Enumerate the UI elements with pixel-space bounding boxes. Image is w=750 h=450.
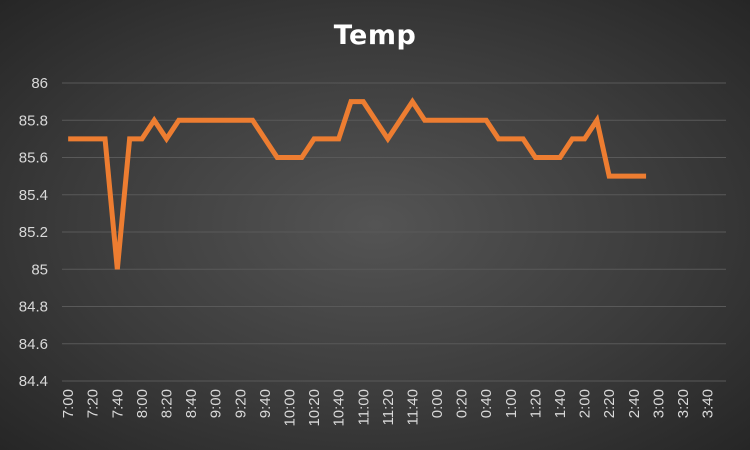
y-tick-label: 84.4 bbox=[19, 373, 48, 390]
x-tick-label: 0:40 bbox=[478, 389, 495, 418]
x-tick-label: 1:00 bbox=[503, 389, 520, 418]
y-tick-label: 85 bbox=[31, 261, 48, 278]
series-line bbox=[68, 97, 647, 270]
y-tick-label: 85.8 bbox=[19, 112, 48, 129]
x-tick-label: 3:00 bbox=[650, 389, 667, 418]
x-tick-label: 8:20 bbox=[159, 389, 176, 418]
x-tick-label: 10:40 bbox=[331, 389, 348, 427]
x-tick-label: 8:40 bbox=[183, 389, 200, 418]
x-tick-label: 8:00 bbox=[134, 389, 151, 418]
x-tick-label: 11:00 bbox=[355, 389, 372, 425]
x-tick-label: 9:20 bbox=[232, 389, 249, 418]
x-tick-label: 2:20 bbox=[601, 389, 618, 418]
x-tick-label: 1:20 bbox=[527, 389, 544, 418]
x-tick-label: 7:00 bbox=[60, 389, 77, 418]
series-layer bbox=[68, 97, 647, 270]
y-tick-label: 85.4 bbox=[19, 187, 48, 204]
y-tick-label: 85.6 bbox=[19, 150, 48, 167]
y-tick-label: 84.8 bbox=[19, 299, 48, 316]
x-tick-label: 3:20 bbox=[675, 389, 692, 418]
x-tick-label: 10:00 bbox=[281, 389, 298, 427]
x-tick-label: 7:20 bbox=[85, 389, 102, 418]
x-tick-label: 1:40 bbox=[552, 389, 569, 418]
y-axis-ticks: 84.4 84.6 84.8 85 85.2 85.4 85.6 85.8 86 bbox=[19, 75, 48, 390]
y-tick-label: 84.6 bbox=[19, 336, 48, 353]
x-tick-label: 7:40 bbox=[109, 389, 126, 418]
x-tick-label: 10:20 bbox=[306, 389, 323, 427]
x-tick-label: 9:00 bbox=[208, 389, 225, 418]
x-tick-label: 2:40 bbox=[626, 389, 643, 418]
x-tick-label: 2:00 bbox=[577, 389, 594, 418]
x-tick-label: 11:20 bbox=[380, 389, 397, 425]
x-tick-label: 3:40 bbox=[700, 389, 717, 418]
chart-title: Temp bbox=[333, 20, 417, 51]
y-tick-label: 86 bbox=[31, 75, 48, 92]
x-tick-label: 0:00 bbox=[429, 389, 446, 418]
x-axis-ticks: 7:00 7:20 7:40 8:00 8:20 8:40 9:00 9:20 9:40 10:0… bbox=[60, 389, 716, 427]
gridlines bbox=[62, 82, 726, 382]
x-tick-label: 11:40 bbox=[404, 389, 421, 425]
x-tick-label: 0:20 bbox=[454, 389, 471, 418]
y-tick-label: 85.2 bbox=[19, 224, 48, 241]
x-tick-label: 9:40 bbox=[257, 389, 274, 418]
